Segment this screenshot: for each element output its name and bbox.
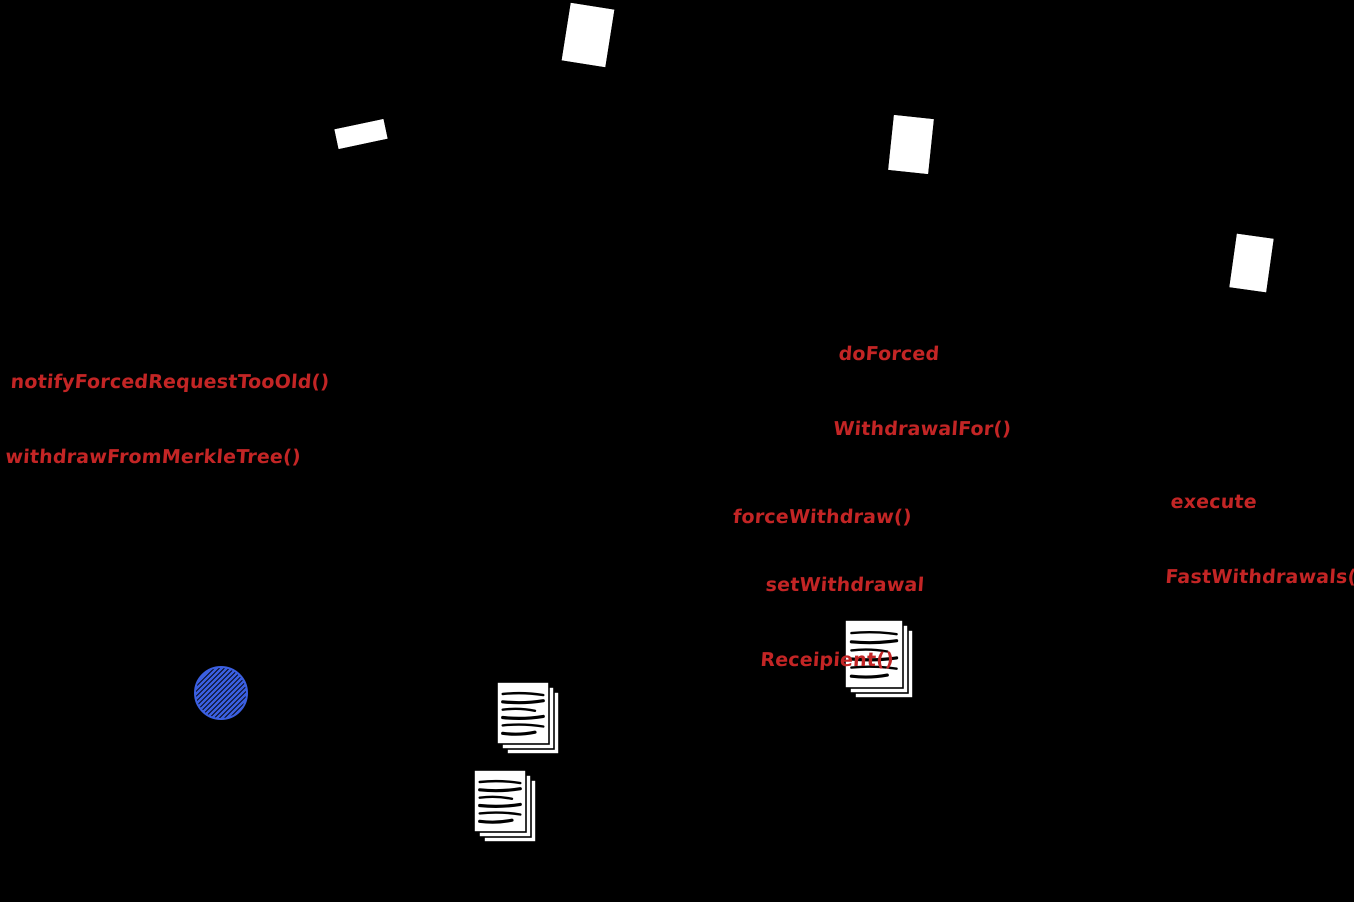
annotation-line-2: withdrawFromMerkleTree() <box>4 446 302 468</box>
annotation-set-withdrawal-receipient[interactable]: setWithdrawal Receipient() <box>756 523 929 723</box>
hatched-circle-graphic <box>194 666 248 720</box>
annotation-line-1: notifyForcedRequestTooOld() <box>9 371 331 393</box>
annotation-execute-fast-withdrawals[interactable]: execute FastWithdrawals() <box>1161 440 1354 640</box>
annotation-line-1: setWithdrawal <box>764 574 926 596</box>
page-card-upper-left-bar[interactable] <box>334 119 388 149</box>
annotation-notify-forced-request-too-old[interactable]: notifyForcedRequestTooOld() withdrawFrom… <box>1 320 334 520</box>
annotation-line-2: FastWithdrawals() <box>1164 566 1354 588</box>
page-card-far-right[interactable] <box>1229 233 1274 293</box>
doc-stack-center-lower[interactable] <box>473 769 540 846</box>
document-stack-graphic <box>473 769 537 843</box>
hatched-circle-left[interactable] <box>194 666 248 720</box>
annotation-line-2: WithdrawalFor() <box>832 418 1012 440</box>
annotation-line-1: doForced <box>837 343 941 365</box>
document-stack-graphic <box>844 619 914 699</box>
document-stack-graphic <box>496 681 560 755</box>
page-card-top-center[interactable] <box>561 2 615 68</box>
page-card-upper-right[interactable] <box>888 115 934 174</box>
annotation-line-2: Receipient() <box>759 649 895 671</box>
doc-stack-center-right[interactable] <box>844 619 917 702</box>
annotation-line-1: execute <box>1169 491 1258 513</box>
doc-stack-center-upper[interactable] <box>496 681 563 758</box>
